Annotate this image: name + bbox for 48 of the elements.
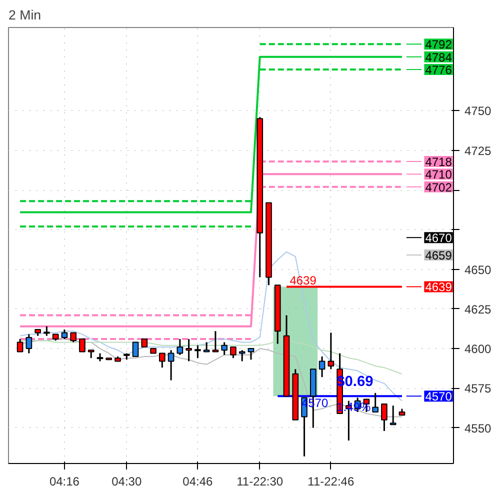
x-tick-label: 04:30 xyxy=(112,474,142,488)
candlestick xyxy=(203,341,210,352)
candlestick xyxy=(221,341,228,356)
ref-line-label: 4659 xyxy=(425,248,452,263)
candlestick xyxy=(70,332,77,343)
candlestick xyxy=(26,334,32,354)
candlestick xyxy=(168,349,174,382)
candlestick xyxy=(159,352,166,368)
candlestick xyxy=(16,338,24,352)
candlestick xyxy=(176,338,184,356)
ref-line-label: 4702 xyxy=(425,180,452,194)
candlestick xyxy=(212,330,219,352)
candlestick xyxy=(390,404,396,426)
candlestick xyxy=(238,349,246,362)
y-tick-label: 4600 xyxy=(464,342,492,356)
candlestick xyxy=(61,328,68,340)
candlestick xyxy=(248,348,254,360)
y-tick-label: 4625 xyxy=(464,302,492,316)
ref-line-label: 4670 xyxy=(425,231,452,246)
x-tick-label: 04:16 xyxy=(49,474,80,488)
candlestick xyxy=(318,356,326,378)
ref-line-label: 4792 xyxy=(425,38,452,52)
y-tick-label: 4750 xyxy=(464,104,492,118)
candlestick xyxy=(186,338,192,362)
ref-line-label: 4776 xyxy=(425,63,452,78)
ref-line-label: 4570 xyxy=(425,390,452,404)
x-tick-label: 11-22:46 xyxy=(308,474,354,488)
annotation: 1.49% xyxy=(336,400,371,414)
x-tick-label: 04:46 xyxy=(182,474,214,488)
candlestick xyxy=(42,326,51,337)
x-tick-label: 11-22:30 xyxy=(236,474,284,488)
candlestick xyxy=(372,392,378,413)
candlestick xyxy=(79,338,86,352)
ref-line-label: 4784 xyxy=(425,50,452,64)
y-tick-label: 4550 xyxy=(464,421,492,436)
candlestick xyxy=(230,346,236,359)
chart-title: 2 Min xyxy=(8,8,42,22)
candlestick xyxy=(194,344,202,359)
ref-line-label: 4639 xyxy=(425,280,452,294)
y-tick-label: 4650 xyxy=(464,262,492,277)
ref-line-label: 4718 xyxy=(425,154,452,169)
ref-line-label: 4710 xyxy=(425,168,452,182)
candlestick xyxy=(381,403,388,432)
annotation: 4639 xyxy=(290,274,317,288)
candlestick xyxy=(328,332,334,370)
y-tick-label: 4575 xyxy=(464,382,492,396)
candlestick xyxy=(132,342,139,357)
y-tick-label: 4725 xyxy=(464,144,492,158)
